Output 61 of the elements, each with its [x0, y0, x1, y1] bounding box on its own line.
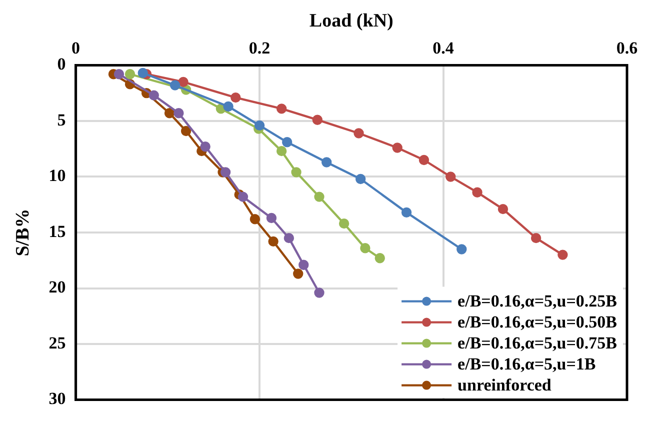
- point: [498, 204, 508, 214]
- point: [418, 154, 430, 166]
- point: [276, 104, 287, 114]
- point: [164, 108, 175, 118]
- point: [312, 114, 323, 125]
- point: [148, 90, 159, 100]
- point: [174, 108, 184, 118]
- y-tick-label: 15: [48, 222, 66, 241]
- point: [298, 260, 309, 270]
- x-tick-label: 0: [72, 38, 80, 58]
- x-tick-label: 0.2: [248, 38, 270, 58]
- point: [392, 142, 402, 153]
- y-axis-title: S/B%: [12, 208, 34, 256]
- y-tick-label: 20: [48, 278, 66, 297]
- point: [200, 142, 210, 152]
- point: [238, 192, 248, 202]
- y-tick-label: 30: [48, 389, 66, 408]
- point: [321, 157, 332, 168]
- legend-label: e/B=0.16,α=5,u=0.50B: [458, 312, 618, 332]
- legend-label: e/B=0.16,α=5,u=0.75B: [458, 334, 618, 353]
- point: [530, 232, 542, 244]
- point: [354, 128, 364, 138]
- point: [180, 126, 192, 136]
- y-tick-label: 0: [57, 54, 66, 74]
- point: [178, 76, 188, 88]
- x-axis-title: Load (kN): [309, 10, 394, 32]
- point: [456, 244, 467, 254]
- point: [124, 69, 136, 80]
- legend-label: e/B=0.16,α=5,u=1B: [458, 354, 596, 374]
- point: [314, 192, 324, 202]
- point: [338, 218, 350, 229]
- point: [170, 80, 180, 90]
- point: [138, 68, 148, 78]
- point: [291, 167, 302, 178]
- point: [114, 69, 124, 80]
- legend-label: e/B=0.16,α=5,u=0.25B: [458, 292, 618, 311]
- point: [268, 236, 278, 247]
- point: [250, 214, 260, 224]
- point: [223, 101, 234, 112]
- point: [401, 207, 412, 218]
- point: [472, 187, 482, 198]
- x-tick-label: 0.4: [432, 38, 454, 58]
- point: [276, 146, 287, 156]
- y-tick-label: 25: [48, 333, 66, 352]
- legend-label: unreinforced: [458, 376, 552, 395]
- point: [558, 250, 568, 260]
- point: [254, 120, 265, 131]
- point: [230, 92, 241, 103]
- y-tick-label: 5: [57, 110, 66, 130]
- point: [284, 232, 294, 244]
- point: [266, 212, 277, 224]
- point: [355, 174, 366, 184]
- x-tick-label: 0.6: [616, 38, 638, 58]
- point: [446, 172, 456, 182]
- point: [360, 243, 370, 254]
- point: [374, 253, 385, 264]
- point: [293, 268, 304, 279]
- y-tick-label: 10: [48, 166, 66, 186]
- point: [220, 167, 231, 178]
- point: [314, 288, 324, 298]
- point: [282, 137, 292, 148]
